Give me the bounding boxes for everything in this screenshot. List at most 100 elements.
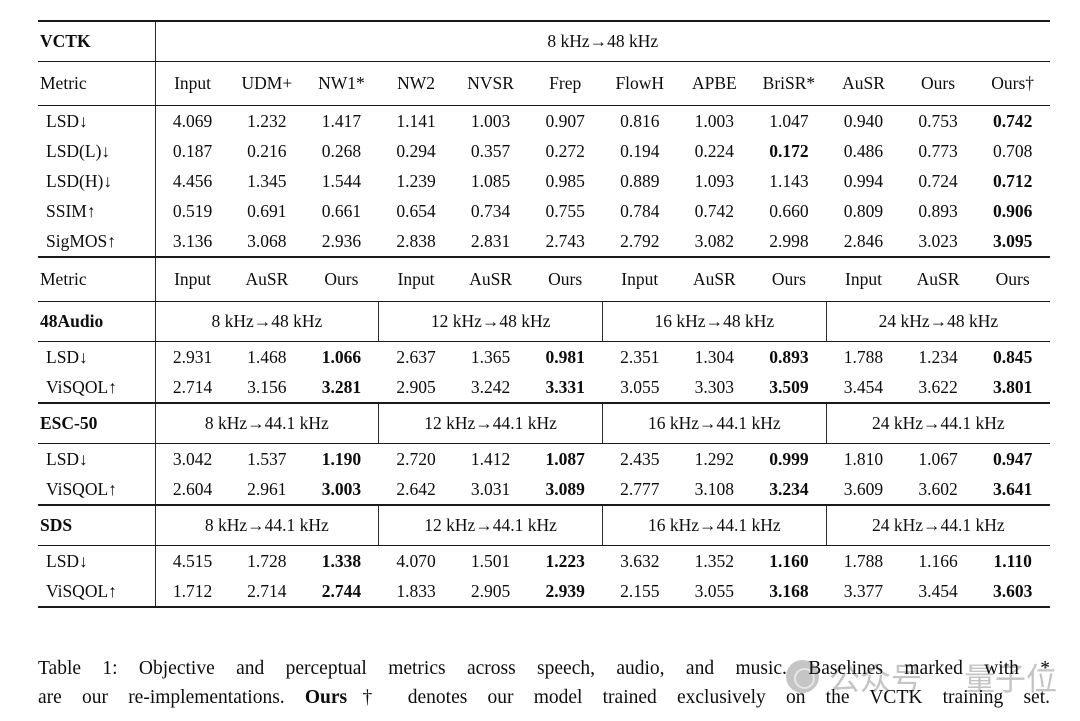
value-cell: 2.936 [321, 230, 362, 251]
section-label-esc-50: ESC-50 [38, 402, 155, 444]
column-header: Input [154, 61, 230, 106]
value-cell: 0.907 [545, 110, 585, 131]
range-header: 16 kHz→44.1 kHz [601, 402, 827, 444]
table-row: ViSQOL↑ 2.604 2.961 3.003 2.642 3.031 3.089 2.7… [38, 474, 1050, 505]
value-cell: 1.087 [545, 448, 585, 469]
table-row: ViSQOL↑ 1.712 2.714 2.744 1.833 2.905 2.939 2.1… [38, 576, 1050, 607]
caption-line-2: are our re-implementations. Ours† denote… [38, 683, 1050, 712]
value-cell: 3.331 [545, 376, 585, 397]
range-header: 12 kHz→44.1 kHz [378, 504, 603, 546]
column-header: Ours [527, 256, 603, 302]
value-cell: 0.691 [247, 200, 287, 221]
column-header: UDM+ [229, 61, 305, 106]
table-caption: Table 1: Objective and perceptual metric… [38, 654, 1050, 712]
range-header: 8 kHz→44.1 kHz [154, 504, 379, 546]
value-cell: 2.744 [321, 580, 362, 601]
metric-label: LSD↓ [46, 448, 88, 469]
value-cell: 3.454 [918, 580, 958, 601]
value-cell: 1.066 [321, 346, 362, 367]
column-header: AuSR [826, 61, 901, 106]
value-cell: 1.468 [247, 346, 287, 367]
value-cell: 0.809 [843, 200, 884, 221]
value-cell: 1.788 [843, 346, 884, 367]
value-cell: 2.961 [247, 478, 287, 499]
value-cell: 1.141 [396, 110, 436, 131]
value-cell: 0.773 [918, 140, 958, 161]
value-cell: 1.728 [247, 550, 287, 571]
value-cell: 0.940 [843, 110, 884, 131]
section-label-sds: SDS [38, 504, 155, 546]
value-cell: 3.641 [992, 478, 1033, 499]
value-cell: 3.095 [992, 230, 1033, 251]
value-cell: 3.003 [321, 478, 362, 499]
value-cell: 1.292 [694, 448, 735, 469]
value-cell: 1.234 [918, 346, 958, 367]
column-header: Input [154, 256, 230, 302]
value-cell: 0.999 [769, 448, 809, 469]
value-cell: 3.632 [620, 550, 660, 571]
value-cell: 0.268 [321, 140, 362, 161]
value-cell: 0.994 [843, 170, 884, 191]
column-header: Ours† [975, 61, 1050, 106]
value-cell: 2.777 [620, 478, 660, 499]
metric-label: SigMOS↑ [46, 230, 117, 251]
value-cell: 1.345 [247, 170, 287, 191]
column-header: AuSR [677, 256, 752, 302]
column-header: Input [602, 256, 678, 302]
value-cell: 3.801 [992, 376, 1033, 397]
value-cell: 2.743 [545, 230, 585, 251]
value-cell: 3.377 [843, 580, 884, 601]
caption-line-2-pre: are our re-implementations. [38, 686, 305, 708]
value-cell: 4.515 [154, 545, 230, 576]
value-cell: 3.602 [918, 478, 958, 499]
value-cell: 3.031 [470, 478, 511, 499]
value-cell: 3.136 [154, 226, 230, 257]
value-cell: 0.755 [545, 200, 585, 221]
value-cell: 1.085 [470, 170, 511, 191]
value-cell: 2.792 [620, 230, 660, 251]
value-cell: 2.637 [396, 346, 436, 367]
metric-label: ViSQOL↑ [46, 580, 117, 601]
column-header: Ours [900, 61, 976, 106]
metric-label: LSD↓ [46, 550, 88, 571]
value-cell: 0.893 [918, 200, 958, 221]
value-cell: 3.055 [694, 580, 735, 601]
value-cell: 3.108 [694, 478, 735, 499]
value-cell: 4.069 [154, 105, 230, 136]
value-cell: 0.486 [843, 140, 884, 161]
column-header: AuSR [453, 256, 528, 302]
caption-ours-bold: Ours [304, 686, 348, 708]
value-cell: 2.939 [545, 580, 585, 601]
column-header: Input [378, 256, 454, 302]
value-cell: 0.216 [247, 140, 287, 161]
value-cell: 1.417 [321, 110, 362, 131]
table-row: SigMOS↑ 3.136 3.068 2.936 2.838 2.831 2.743 2.7… [38, 226, 1050, 257]
table-row: LSD↓ 2.931 1.468 1.066 2.637 1.365 0.981 2.351 1… [38, 341, 1050, 372]
range-header: 12 kHz→48 kHz [378, 301, 603, 342]
value-cell: 0.661 [321, 200, 362, 221]
value-cell: 1.160 [769, 550, 809, 571]
value-cell: 3.242 [470, 376, 511, 397]
value-cell: 0.660 [769, 200, 809, 221]
value-cell: 1.093 [694, 170, 735, 191]
value-cell: 1.166 [918, 550, 958, 571]
value-cell: 0.712 [992, 170, 1033, 191]
value-cell: 4.456 [154, 166, 230, 196]
value-cell: 2.155 [620, 580, 660, 601]
table-row: Metric Input AuSR Ours Input AuSR Ours Input AuS… [38, 256, 1050, 302]
value-cell: 1.788 [843, 550, 884, 571]
value-cell: 1.352 [694, 550, 735, 571]
range-header: 24 kHz→48 kHz [825, 301, 1050, 342]
value-cell: 1.232 [247, 110, 287, 131]
value-cell: 3.234 [769, 478, 809, 499]
column-header-metric: Metric [38, 256, 155, 302]
value-cell: 0.519 [154, 196, 230, 226]
table-row: ViSQOL↑ 2.714 3.156 3.281 2.905 3.242 3.331 3.0… [38, 372, 1050, 403]
section-label-48audio: 48Audio [38, 301, 155, 342]
table-row: LSD↓ 3.042 1.537 1.190 2.720 1.412 1.087 2.435 1… [38, 443, 1050, 474]
column-header: NW1* [304, 61, 379, 106]
value-cell: 0.906 [992, 200, 1033, 221]
column-header: NVSR [453, 61, 528, 106]
value-cell: 3.055 [620, 376, 660, 397]
